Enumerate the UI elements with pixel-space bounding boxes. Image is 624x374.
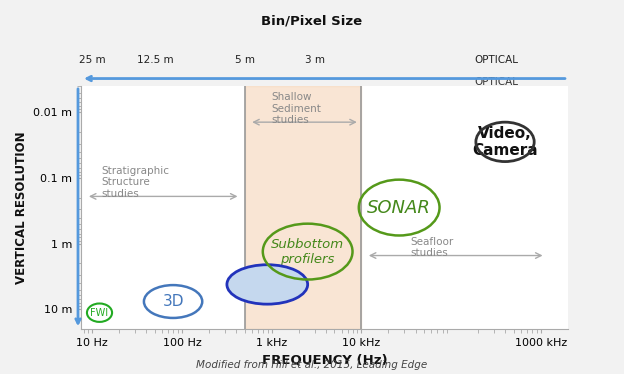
Text: SONAR: SONAR — [368, 199, 431, 217]
Text: Seafloor
studies: Seafloor studies — [411, 237, 454, 258]
Text: 25 m: 25 m — [79, 55, 105, 65]
Text: OPTICAL: OPTICAL — [474, 55, 518, 65]
Text: U/HR
2D-3D: U/HR 2D-3D — [241, 268, 294, 301]
Y-axis label: VERTICAL RESOLUTION: VERTICAL RESOLUTION — [14, 131, 27, 284]
Text: Shallow
Sediment
studies: Shallow Sediment studies — [272, 92, 321, 125]
Text: 12.5 m: 12.5 m — [137, 55, 173, 65]
Text: 3 m: 3 m — [305, 55, 325, 65]
Text: OPTICAL: OPTICAL — [474, 77, 518, 88]
Bar — [245, 86, 361, 329]
Text: 5 m: 5 m — [235, 55, 255, 65]
Text: Bin/Pixel Size: Bin/Pixel Size — [261, 15, 363, 28]
Text: Video,
Camera: Video, Camera — [472, 126, 538, 158]
Text: FWI: FWI — [90, 308, 109, 318]
Text: Modified from Hill et al., 2015, Leading Edge: Modified from Hill et al., 2015, Leading… — [197, 360, 427, 370]
Text: Stratigraphic
Structure
studies: Stratigraphic Structure studies — [101, 166, 169, 199]
Text: 3D: 3D — [162, 294, 184, 309]
X-axis label: FREQUENCY (Hz): FREQUENCY (Hz) — [261, 354, 388, 367]
Text: Subbottom
profilers: Subbottom profilers — [271, 237, 344, 266]
